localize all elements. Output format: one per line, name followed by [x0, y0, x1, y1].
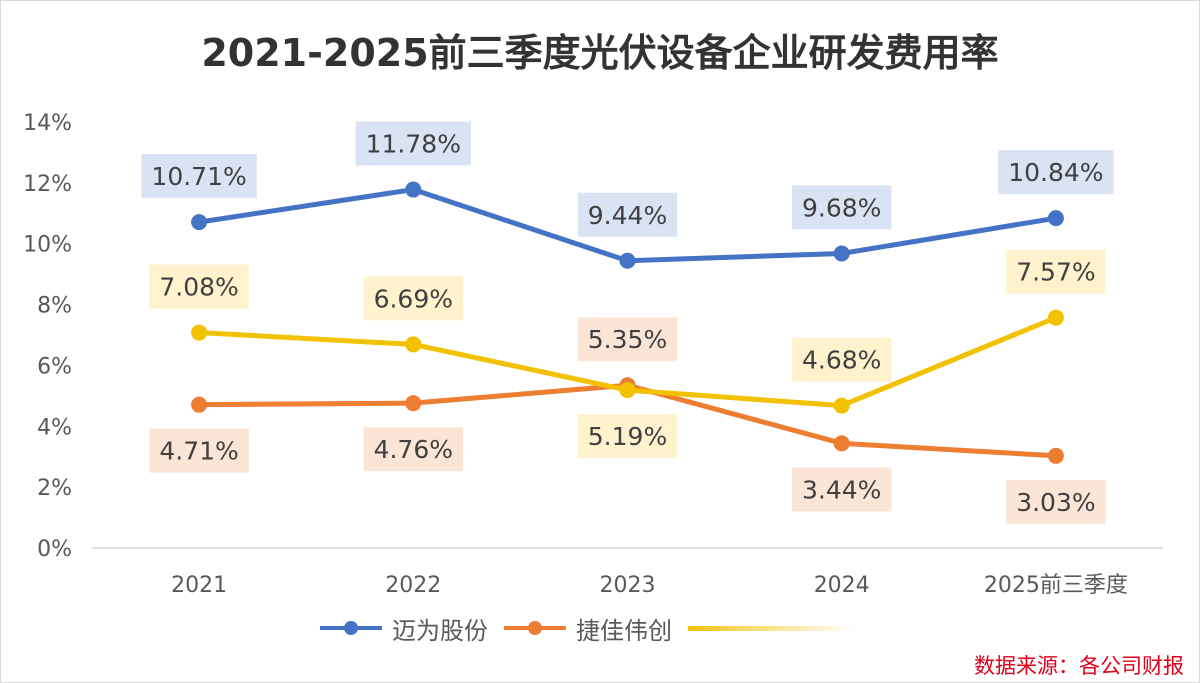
y-tick-label: 4%: [37, 415, 72, 440]
chart-title: 2021-2025前三季度光伏设备企业研发费用率: [201, 31, 999, 75]
data-label-group: 10.84%: [998, 150, 1114, 195]
data-label-box: [355, 121, 471, 166]
series-2-point: [1047, 309, 1064, 326]
x-tick-label: 2025前三季度: [984, 573, 1128, 598]
series-1-point: [405, 395, 422, 412]
series-0-point: [405, 181, 422, 198]
data-label-group: 10.71%: [141, 154, 257, 199]
y-tick-label: 2%: [37, 476, 72, 501]
y-tick-label: 6%: [37, 354, 72, 379]
data-label-box: [577, 192, 678, 237]
legend-faded-line-icon: [688, 625, 858, 631]
legend-marker-icon: [528, 621, 542, 635]
legend-entry-maiwei: 迈为股份: [320, 611, 488, 646]
data-label: 5.19%: [588, 422, 667, 451]
series-layer: [191, 181, 1064, 464]
y-tick-label: 14%: [23, 111, 72, 136]
x-tick-label: 2022: [385, 573, 441, 598]
series-2-point: [405, 336, 422, 353]
x-tick-label: 2023: [600, 573, 656, 598]
data-label: 4.76%: [374, 435, 453, 464]
legend-marker-icon: [344, 621, 358, 635]
data-label-box: [141, 154, 257, 199]
series-2-point: [619, 382, 636, 399]
data-label-group: 5.35%: [577, 317, 678, 362]
data-label: 11.78%: [366, 130, 461, 159]
data-label-box: [791, 337, 892, 382]
series-0-point: [1047, 210, 1064, 227]
data-label-box: [791, 467, 892, 512]
legend: 迈为股份 捷佳伟创: [320, 608, 858, 648]
data-label: 3.44%: [802, 475, 881, 504]
series-1-point: [191, 396, 208, 413]
legend-line-icon: [320, 621, 382, 635]
data-label-group: 7.08%: [149, 264, 249, 309]
data-label: 4.68%: [802, 346, 881, 375]
legend-entry-faded: [688, 625, 858, 631]
data-label-group: 4.76%: [363, 427, 464, 472]
data-label: 5.35%: [588, 325, 667, 354]
data-label-group: 4.68%: [791, 337, 892, 382]
data-label: 3.03%: [1016, 488, 1095, 517]
series-0-point: [619, 252, 636, 269]
series-0-point: [191, 214, 208, 231]
data-label: 4.71%: [159, 437, 238, 466]
data-label-box: [791, 185, 892, 230]
data-label: 10.84%: [1008, 158, 1103, 187]
series-2-point: [833, 397, 850, 414]
data-label: 7.57%: [1016, 258, 1095, 287]
data-label: 9.68%: [802, 193, 881, 222]
y-tick-label: 12%: [23, 172, 72, 197]
series-1-point: [833, 435, 850, 452]
data-label-group: 7.57%: [1006, 249, 1106, 294]
axis-layer: 0% 2% 4% 6% 8% 10% 12% 14% 2021 2022 2023 2024 2025前…: [23, 111, 1163, 598]
data-label-box: [149, 428, 249, 473]
y-tick-label: 10%: [23, 233, 72, 258]
data-label-box: [577, 317, 678, 362]
legend-line-icon: [504, 621, 566, 635]
data-label-box: [1006, 479, 1106, 524]
series-1-point: [1047, 447, 1064, 464]
source-note: 数据来源：各公司财报: [974, 654, 1184, 678]
legend-entry-jiejia: 捷佳伟创: [504, 611, 672, 646]
data-label-box: [149, 264, 249, 309]
data-label: 10.71%: [151, 162, 246, 191]
data-label-group: 9.68%: [791, 185, 892, 230]
data-label-layer: 10.71% 11.78% 9.44% 9.68% 10.84% 4.71% 4.76% 5.…: [141, 121, 1114, 524]
y-tick-label: 0%: [37, 537, 72, 562]
data-label-group: 4.71%: [149, 428, 249, 473]
x-tick-label: 2021: [171, 573, 227, 598]
y-tick-label: 8%: [37, 294, 72, 319]
data-label-box: [1006, 249, 1106, 294]
data-label-box: [998, 150, 1114, 195]
data-label-group: 3.03%: [1006, 479, 1106, 524]
data-label-group: 11.78%: [355, 121, 471, 166]
series-2-point: [191, 324, 208, 341]
data-label-box: [363, 276, 464, 321]
legend-label: 迈为股份: [392, 616, 488, 645]
data-label-box: [363, 427, 464, 472]
data-label: 9.44%: [588, 201, 667, 230]
data-label-box: [577, 414, 678, 459]
data-label: 6.69%: [374, 284, 453, 313]
data-label-group: 9.44%: [577, 192, 678, 237]
legend-label: 捷佳伟创: [576, 616, 672, 645]
data-label: 7.08%: [159, 273, 238, 302]
series-0-point: [833, 245, 850, 262]
x-tick-label: 2024: [814, 573, 870, 598]
data-label-group: 5.19%: [577, 414, 678, 459]
data-label-group: 3.44%: [791, 467, 892, 512]
data-label-group: 6.69%: [363, 276, 464, 321]
